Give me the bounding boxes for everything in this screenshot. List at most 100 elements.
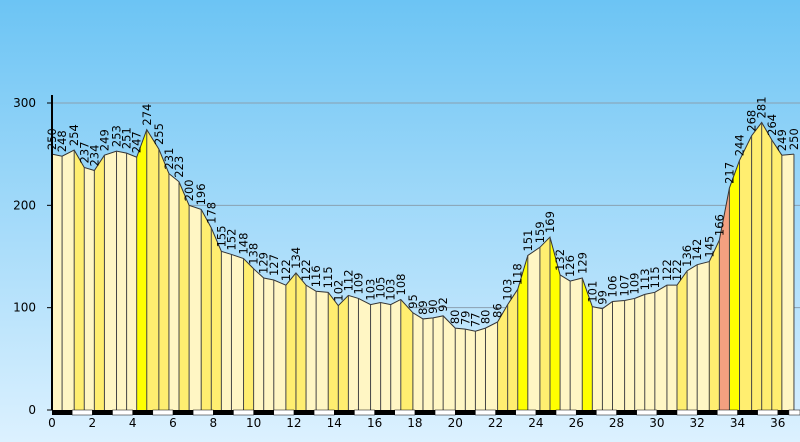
- value-label: 118: [511, 263, 525, 285]
- value-label: 115: [648, 266, 662, 288]
- value-label: 136: [680, 245, 694, 267]
- value-label: 103: [384, 279, 398, 301]
- km-strip: [616, 410, 637, 415]
- value-label: 103: [501, 279, 515, 301]
- value-label: 253: [110, 125, 124, 147]
- value-label: 122: [299, 259, 313, 281]
- profile-segment: [306, 285, 317, 410]
- value-label: 274: [140, 104, 154, 126]
- profile-segment: [602, 301, 613, 410]
- km-strip-light: [475, 409, 496, 416]
- km-strip: [52, 410, 73, 415]
- profile-segment: [146, 129, 159, 410]
- profile-segment: [273, 280, 286, 410]
- value-label: 166: [712, 214, 726, 236]
- value-label: 99: [595, 290, 609, 305]
- value-label: 113: [638, 268, 652, 290]
- profile-segment: [644, 292, 655, 410]
- profile-segment: [390, 299, 401, 410]
- value-label: 145: [702, 236, 716, 258]
- profile-segment: [539, 237, 550, 410]
- value-label: 95: [406, 294, 420, 309]
- x-tick-label: 14: [327, 416, 342, 430]
- km-strip-light: [434, 409, 456, 416]
- km-strip: [495, 410, 516, 415]
- x-tick-label: 32: [690, 416, 705, 430]
- profile-segment: [263, 277, 274, 410]
- value-label: 80: [448, 309, 462, 324]
- value-label: 268: [745, 110, 759, 132]
- profile-segment: [358, 298, 371, 410]
- profile-segment: [328, 292, 339, 410]
- profile-segment: [348, 295, 359, 410]
- value-label: 86: [491, 303, 505, 318]
- y-tick-label: 0: [28, 403, 36, 417]
- profile-segment: [739, 135, 752, 410]
- x-tick-label: 18: [407, 416, 422, 430]
- x-tick-label: 36: [770, 416, 785, 430]
- value-label: 89: [416, 300, 430, 315]
- value-label: 255: [152, 123, 166, 145]
- profile-segment: [94, 155, 105, 410]
- profile-segment: [211, 227, 222, 410]
- value-label: 281: [755, 96, 769, 118]
- km-strip-light: [233, 409, 254, 416]
- profile-segment: [654, 285, 667, 410]
- profile-segment: [285, 272, 296, 410]
- km-strip: [777, 410, 789, 415]
- profile-segment: [455, 328, 466, 410]
- x-tick-label: 16: [367, 416, 382, 430]
- value-label: 103: [364, 279, 378, 301]
- profile-segment: [316, 291, 329, 410]
- value-label: 115: [321, 266, 335, 288]
- y-tick-label: 100: [13, 301, 36, 315]
- profile-segment: [380, 302, 391, 410]
- profile-segment: [179, 181, 190, 410]
- profile-segment: [719, 187, 730, 410]
- profile-segment: [582, 277, 593, 410]
- value-label: 127: [267, 254, 281, 276]
- profile-segment: [74, 150, 85, 410]
- profile-segment: [400, 299, 413, 410]
- y-tick-label: 300: [13, 96, 36, 110]
- value-label: 223: [172, 156, 186, 178]
- value-label: 132: [553, 249, 567, 271]
- value-label: 79: [458, 311, 472, 326]
- km-strip-light: [192, 409, 214, 416]
- profile-segment: [168, 173, 180, 410]
- x-tick-label: 4: [129, 416, 137, 430]
- profile-segment: [158, 149, 169, 411]
- value-label: 249: [775, 129, 789, 151]
- x-tick-label: 2: [89, 416, 97, 430]
- km-strip-light: [555, 409, 577, 416]
- x-tick-label: 22: [488, 416, 503, 430]
- value-label: 122: [279, 259, 293, 281]
- value-label: 178: [204, 202, 218, 224]
- profile-segment: [116, 151, 127, 410]
- km-strip: [172, 410, 194, 415]
- value-label: 152: [224, 229, 238, 251]
- profile-segment: [221, 251, 232, 410]
- value-label: 92: [436, 297, 450, 312]
- km-strip-light: [636, 409, 658, 416]
- value-label: 251: [120, 127, 134, 149]
- value-label: 112: [341, 269, 355, 291]
- value-label: 102: [331, 280, 345, 302]
- value-label: 77: [468, 313, 482, 328]
- km-strip-light: [273, 409, 295, 416]
- value-label: 109: [351, 273, 365, 295]
- x-tick-label: 6: [169, 416, 177, 430]
- profile-segment: [560, 274, 571, 410]
- km-strip-light: [313, 409, 335, 416]
- value-label: 244: [733, 134, 747, 156]
- profile-segment: [231, 254, 244, 410]
- profile-segment: [570, 277, 583, 410]
- x-tick-label: 28: [609, 416, 624, 430]
- km-strip: [132, 410, 153, 415]
- profile-segment: [84, 167, 95, 410]
- profile-segment: [549, 237, 561, 410]
- profile-segment: [634, 294, 645, 410]
- km-strip-light: [717, 409, 738, 416]
- x-tick-label: 12: [286, 416, 301, 430]
